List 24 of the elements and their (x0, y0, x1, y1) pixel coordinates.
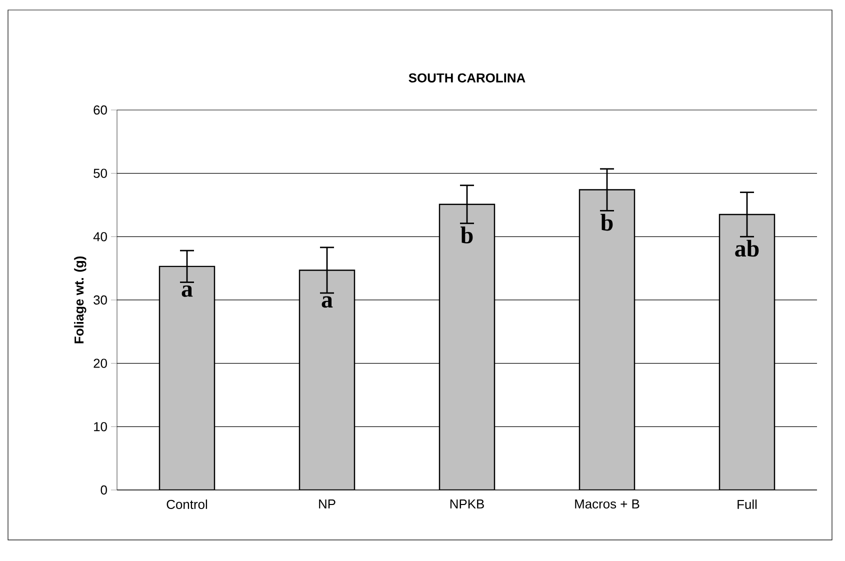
y-axis-title: Foliage wt. (g) (74, 256, 86, 344)
x-tick-label: Full (738, 500, 757, 510)
y-tick-label: 0 (100, 485, 107, 495)
bar (158, 266, 216, 490)
bar (438, 204, 496, 490)
x-tick-label: Control (166, 500, 208, 510)
y-tick-label: 20 (94, 358, 107, 368)
y-tick-label: 40 (93, 232, 107, 242)
annotation: a (322, 296, 333, 308)
bar (578, 189, 636, 490)
y-tick-label: 50 (94, 168, 107, 178)
chart-title: SOUTH CAROLINA (408, 73, 526, 82)
x-tick-label: NPKB (450, 500, 484, 508)
annotation: b (460, 226, 473, 244)
y-tick-label: 10 (94, 422, 107, 432)
x-tick-label: Macros + B (575, 500, 640, 509)
annotation: ab (735, 240, 759, 257)
bar (298, 270, 356, 490)
y-tick-label: 30 (94, 295, 107, 305)
annotation: b (600, 214, 613, 231)
y-tick-label: 60 (94, 105, 107, 115)
bar (718, 214, 776, 490)
annotation: a (182, 285, 193, 297)
x-tick-label: NP (319, 500, 336, 508)
